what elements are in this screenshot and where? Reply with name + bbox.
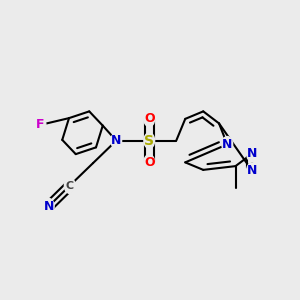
Text: N: N xyxy=(222,138,232,151)
Text: N: N xyxy=(111,134,122,147)
Ellipse shape xyxy=(144,154,154,170)
Ellipse shape xyxy=(247,163,257,178)
Text: N: N xyxy=(247,147,257,160)
Text: S: S xyxy=(144,134,154,148)
Ellipse shape xyxy=(35,117,46,133)
Text: O: O xyxy=(144,156,154,169)
Ellipse shape xyxy=(111,133,122,148)
Ellipse shape xyxy=(44,199,54,214)
Text: N: N xyxy=(44,200,54,213)
Ellipse shape xyxy=(222,136,232,152)
Ellipse shape xyxy=(247,146,257,161)
Ellipse shape xyxy=(144,111,154,127)
Text: N: N xyxy=(247,164,257,177)
Text: O: O xyxy=(144,112,154,125)
Text: F: F xyxy=(36,118,45,131)
Ellipse shape xyxy=(64,178,75,194)
Ellipse shape xyxy=(144,133,154,148)
Text: C: C xyxy=(66,181,74,190)
